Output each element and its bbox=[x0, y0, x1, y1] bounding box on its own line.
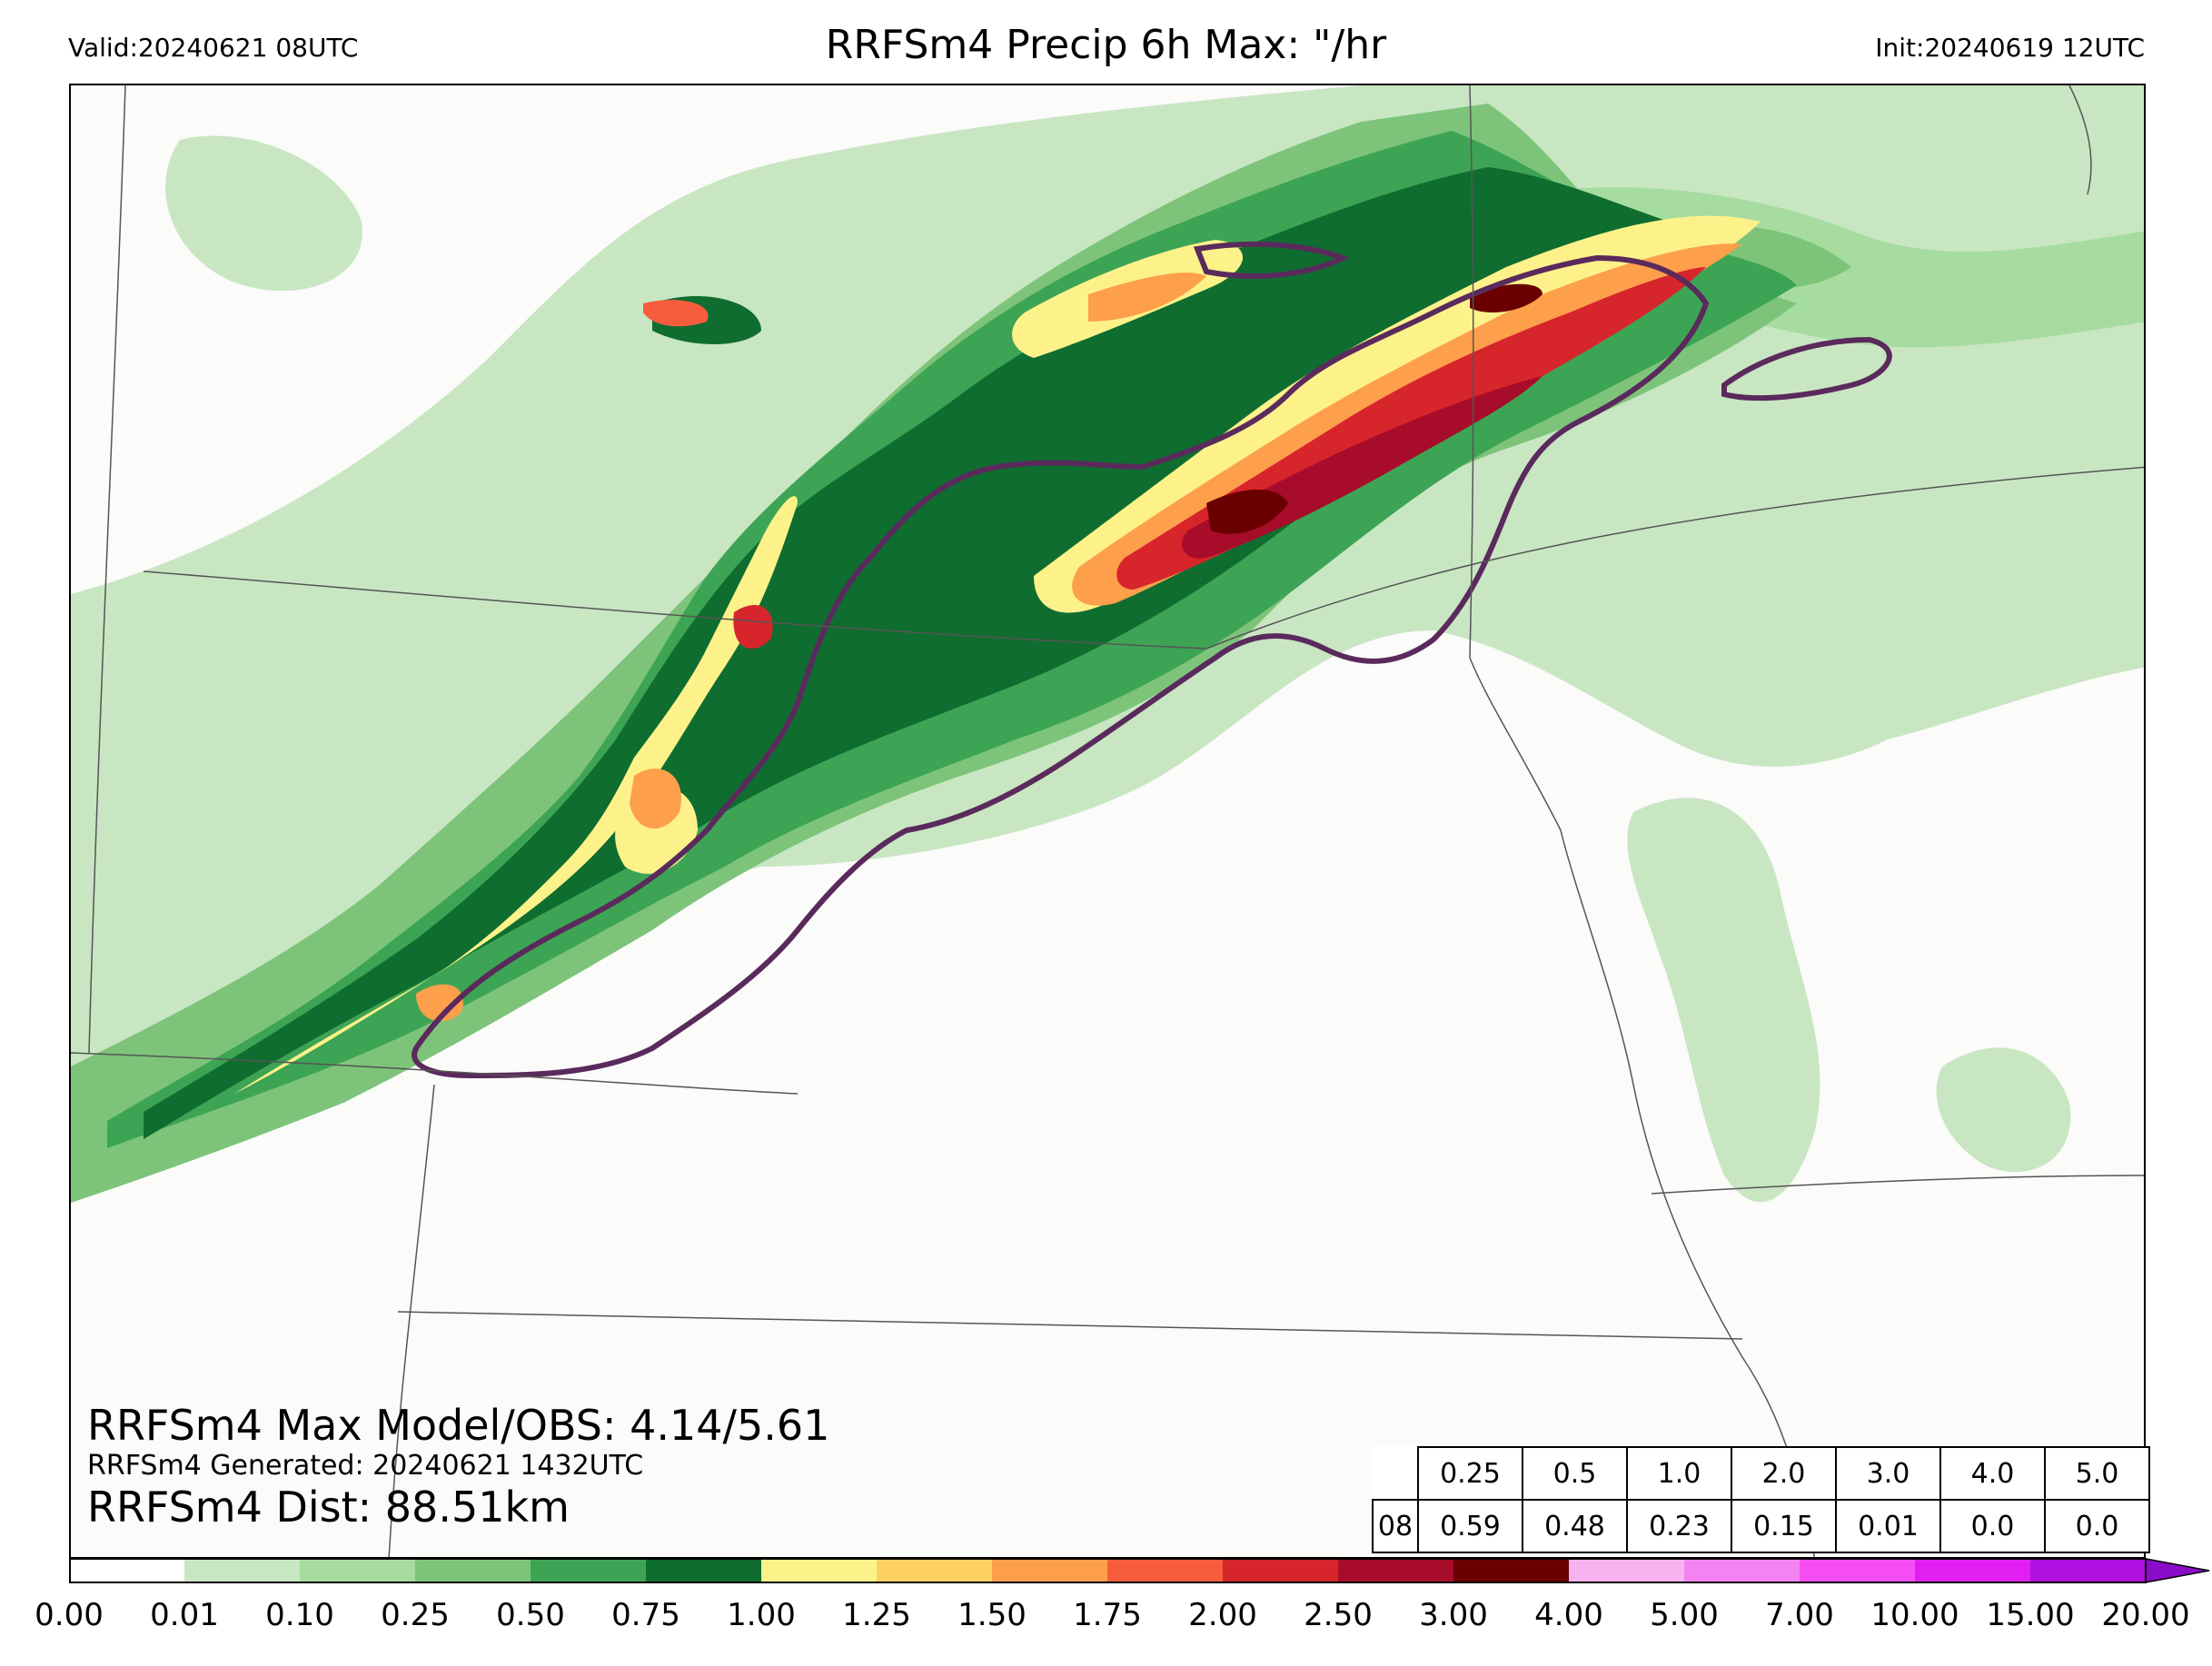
precip-map bbox=[69, 84, 2146, 1559]
stats-header-cell: 0.5 bbox=[1522, 1446, 1628, 1501]
stats-value-cell: 0.48 bbox=[1522, 1499, 1628, 1553]
colorbar-segment bbox=[761, 1559, 878, 1582]
stats-header-cell: 5.0 bbox=[2044, 1446, 2150, 1501]
stats-header-cell: 2.0 bbox=[1731, 1446, 1837, 1501]
valid-time-label: Valid:20240621 08UTC bbox=[68, 33, 359, 63]
colorbar-outline bbox=[69, 1558, 2147, 1583]
colorbar-tick-label: 10.00 bbox=[1870, 1597, 1959, 1633]
colorbar-segment bbox=[1800, 1559, 1916, 1582]
colorbar-tick-label: 7.00 bbox=[1765, 1597, 1834, 1633]
stats-header-cell: 3.0 bbox=[1835, 1446, 1941, 1501]
obs-contour bbox=[412, 241, 1892, 1079]
stats-value-cell: 0.59 bbox=[1417, 1499, 1523, 1553]
map-title: RRFSm4 Precip 6h Max: "/hr bbox=[825, 22, 1387, 68]
colorbar-segment bbox=[1107, 1559, 1224, 1582]
stats-value-row: 08 0.59 0.48 0.23 0.15 0.01 0.0 0.0 bbox=[1372, 1499, 2150, 1553]
dist-label: RRFSm4 Dist: 88.51km bbox=[87, 1483, 570, 1532]
colorbar-tick-label: 5.00 bbox=[1650, 1597, 1719, 1633]
colorbar-segment bbox=[1569, 1559, 1685, 1582]
precip-darkred-layer bbox=[1181, 283, 1542, 559]
stats-value-cell: 0.23 bbox=[1626, 1499, 1732, 1553]
colorbar-extend-arrow bbox=[2145, 1558, 2210, 1583]
colorbar-segment bbox=[992, 1559, 1108, 1582]
colorbar-tick-label: 1.50 bbox=[957, 1597, 1027, 1633]
precip-field bbox=[71, 85, 2144, 1557]
colorbar-tick-label: 15.00 bbox=[1986, 1597, 2075, 1633]
colorbar-tick-label: 0.00 bbox=[35, 1597, 104, 1633]
colorbar-tick-label: 0.10 bbox=[265, 1597, 334, 1633]
colorbar-tick-label: 2.50 bbox=[1304, 1597, 1373, 1633]
colorbar-segment bbox=[1223, 1559, 1339, 1582]
colorbar bbox=[69, 1558, 2210, 1583]
stats-row-label: 08 bbox=[1372, 1499, 1419, 1553]
stats-header-cell: 1.0 bbox=[1626, 1446, 1732, 1501]
stats-value-cell: 0.0 bbox=[2044, 1499, 2150, 1553]
colorbar-segment bbox=[531, 1559, 647, 1582]
stats-value-cell: 0.15 bbox=[1731, 1499, 1837, 1553]
threshold-stats-table: 0.25 0.5 1.0 2.0 3.0 4.0 5.0 08 0.59 0.4… bbox=[1372, 1446, 2150, 1553]
stats-value-cell: 0.01 bbox=[1835, 1499, 1941, 1553]
colorbar-tick-label: 20.00 bbox=[2101, 1597, 2190, 1633]
colorbar-tick-label: 0.50 bbox=[496, 1597, 565, 1633]
colorbar-segment bbox=[184, 1559, 301, 1582]
colorbar-tick-label: 1.25 bbox=[842, 1597, 911, 1633]
max-model-obs-label: RRFSm4 Max Model/OBS: 4.14/5.61 bbox=[87, 1401, 830, 1450]
colorbar-segment bbox=[415, 1559, 531, 1582]
colorbar-tick-label: 0.75 bbox=[611, 1597, 680, 1633]
colorbar-tick-label: 2.00 bbox=[1188, 1597, 1257, 1633]
colorbar-tick-label: 3.00 bbox=[1419, 1597, 1488, 1633]
colorbar-segment bbox=[1915, 1559, 2031, 1582]
colorbar-segment bbox=[1338, 1559, 1454, 1582]
generated-time-label: RRFSm4 Generated: 20240621 1432UTC bbox=[87, 1450, 644, 1482]
stats-header-cell: 0.25 bbox=[1417, 1446, 1523, 1501]
init-time-label: Init:20240619 12UTC bbox=[1875, 33, 2145, 63]
colorbar-tick-label: 0.01 bbox=[150, 1597, 219, 1633]
colorbar-segment bbox=[69, 1559, 185, 1582]
colorbar-tick-label: 1.00 bbox=[727, 1597, 796, 1633]
colorbar-segment bbox=[646, 1559, 762, 1582]
colorbar-segment bbox=[1453, 1559, 1570, 1582]
colorbar-segment bbox=[2030, 1559, 2147, 1582]
colorbar-tick-label: 4.00 bbox=[1534, 1597, 1603, 1633]
stats-header-row: 0.25 0.5 1.0 2.0 3.0 4.0 5.0 bbox=[1373, 1446, 2150, 1501]
colorbar-tick-label: 0.25 bbox=[381, 1597, 450, 1633]
stats-corner-cell bbox=[1373, 1447, 1418, 1500]
colorbar-segment bbox=[300, 1559, 416, 1582]
colorbar-segment bbox=[1684, 1559, 1800, 1582]
colorbar-segment bbox=[877, 1559, 993, 1582]
stats-value-cell: 0.0 bbox=[1939, 1499, 2046, 1553]
stats-header-cell: 4.0 bbox=[1939, 1446, 2046, 1501]
colorbar-tick-label: 1.75 bbox=[1073, 1597, 1142, 1633]
